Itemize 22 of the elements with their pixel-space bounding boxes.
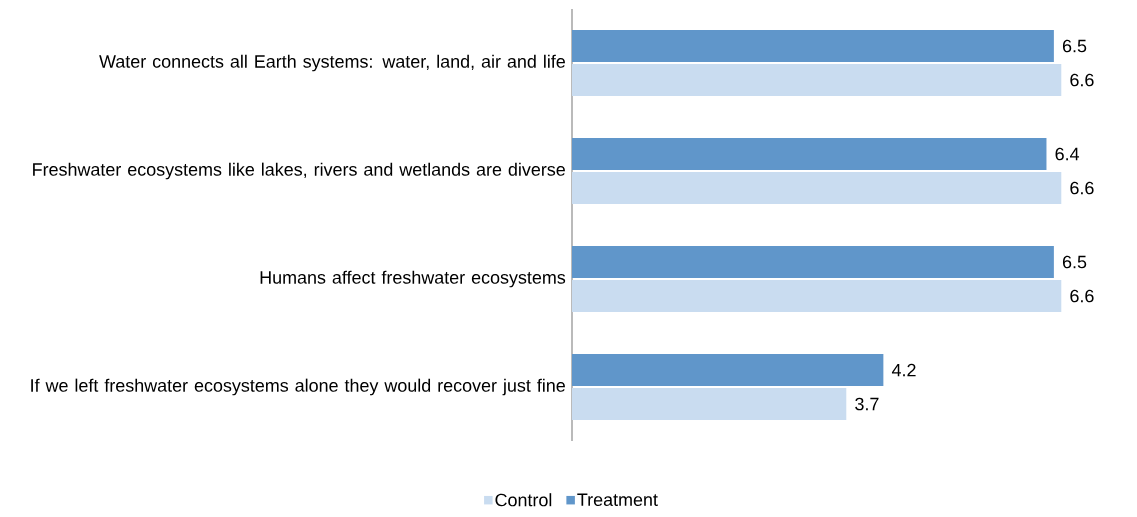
legend-label: Treatment xyxy=(577,493,658,507)
data-label: 6.6 xyxy=(1070,73,1094,87)
bar xyxy=(572,172,1062,204)
legend-label: Control xyxy=(495,493,552,507)
data-label: 6.6 xyxy=(1070,181,1094,195)
bar xyxy=(572,354,884,387)
bar xyxy=(572,246,1054,279)
y-tick-label: If we left freshwater ecosystems alone they would recover just fine xyxy=(31,378,565,396)
data-label: 6.4 xyxy=(1055,147,1080,161)
data-label: 6.6 xyxy=(1070,289,1094,303)
y-tick-label: Water connects all Earth systems: water, land, air and life xyxy=(99,54,565,72)
bar xyxy=(572,280,1062,312)
data-label: 6.5 xyxy=(1062,39,1087,53)
data-label: 6.5 xyxy=(1062,255,1087,269)
y-tick-label: Humans affect freshwater ecosystems xyxy=(260,270,566,288)
bar xyxy=(572,138,1047,171)
bar xyxy=(572,388,847,420)
bar xyxy=(572,30,1054,62)
data-label: 3.7 xyxy=(855,397,879,411)
bar xyxy=(572,64,1062,96)
data-label: 4.2 xyxy=(891,363,916,377)
y-tick-label: Freshwater ecosystems like lakes, rivers and wetlands are diverse xyxy=(33,162,565,180)
